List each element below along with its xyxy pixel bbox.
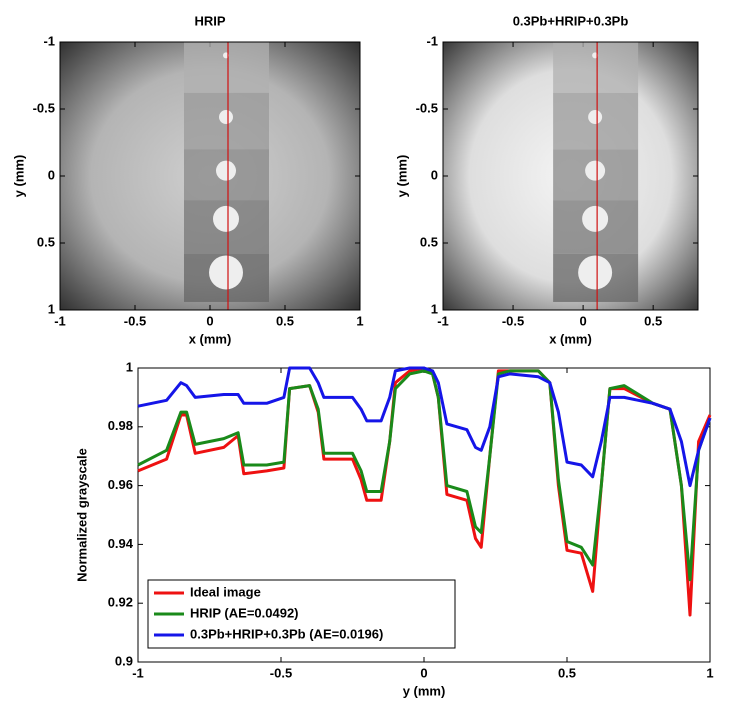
legend-label: HRIP (AE=0.0492) xyxy=(190,605,299,620)
y-tick-label: -1 xyxy=(426,33,438,48)
x-tick-label: -1 xyxy=(132,665,144,680)
phantom-hole xyxy=(216,160,236,181)
legend-box xyxy=(147,579,456,649)
x-tick-label: 1 xyxy=(356,313,363,328)
chart-title: HRIP xyxy=(194,13,225,28)
y-axis-label: y (mm) xyxy=(11,155,26,198)
x-tick-label: 0.5 xyxy=(644,313,662,328)
x-tick-label: 0 xyxy=(420,665,427,680)
phantom-hole xyxy=(213,205,239,232)
phantom-hole xyxy=(209,255,243,290)
y-tick-label: -1 xyxy=(43,33,55,48)
plot-frame xyxy=(442,41,699,311)
y-tick-label: 1 xyxy=(48,301,55,316)
x-axis-label: x (mm) xyxy=(549,331,592,346)
x-tick-label: 1 xyxy=(706,665,713,680)
series-line xyxy=(137,369,712,582)
y-tick-label: 0.5 xyxy=(37,234,55,249)
x-tick-label: 0.5 xyxy=(558,665,576,680)
series-line xyxy=(137,366,712,617)
y-axis-label: Normalized grayscale xyxy=(74,448,89,582)
x-tick-label: 0 xyxy=(206,313,213,328)
y-tick-label: 0 xyxy=(48,167,55,182)
phantom-block xyxy=(184,42,269,93)
y-tick-label: 1 xyxy=(126,359,133,374)
x-tick-label: -0.5 xyxy=(124,313,146,328)
x-tick-label: -1 xyxy=(437,313,449,328)
phantom-hole xyxy=(219,110,233,125)
y-tick-label: 0.98 xyxy=(108,418,133,433)
y-tick-label: 0.96 xyxy=(108,477,133,492)
x-tick-label: 0 xyxy=(579,313,586,328)
x-tick-label: -0.5 xyxy=(502,313,524,328)
x-tick-label: -1 xyxy=(54,313,66,328)
series-line xyxy=(137,366,712,488)
y-axis-label: y (mm) xyxy=(394,155,409,198)
y-tick-label: -0.5 xyxy=(416,100,438,115)
phantom-hole xyxy=(578,255,613,290)
legend-label: 0.3Pb+HRIP+0.3Pb (AE=0.0196) xyxy=(190,626,383,641)
y-tick-label: 0.94 xyxy=(108,536,134,551)
y-tick-label: 0.5 xyxy=(420,234,438,249)
legend-label: Ideal image xyxy=(190,584,261,599)
x-tick-label: -0.5 xyxy=(270,665,292,680)
x-tick-label: 0.5 xyxy=(276,313,294,328)
phantom-hole xyxy=(582,205,609,232)
y-tick-label: 0 xyxy=(431,167,438,182)
plot-frame xyxy=(59,41,361,311)
phantom-hole xyxy=(588,110,603,125)
y-tick-label: 0.9 xyxy=(115,653,133,668)
y-tick-label: 1 xyxy=(431,301,438,316)
y-tick-label: -0.5 xyxy=(33,100,55,115)
chart-title: 0.3Pb+HRIP+0.3Pb xyxy=(513,13,629,28)
phantom-block xyxy=(553,42,639,93)
y-tick-label: 0.92 xyxy=(108,595,133,610)
x-axis-label: y (mm) xyxy=(403,683,446,698)
phantom-hole xyxy=(585,160,606,181)
x-axis-label: x (mm) xyxy=(189,331,232,346)
